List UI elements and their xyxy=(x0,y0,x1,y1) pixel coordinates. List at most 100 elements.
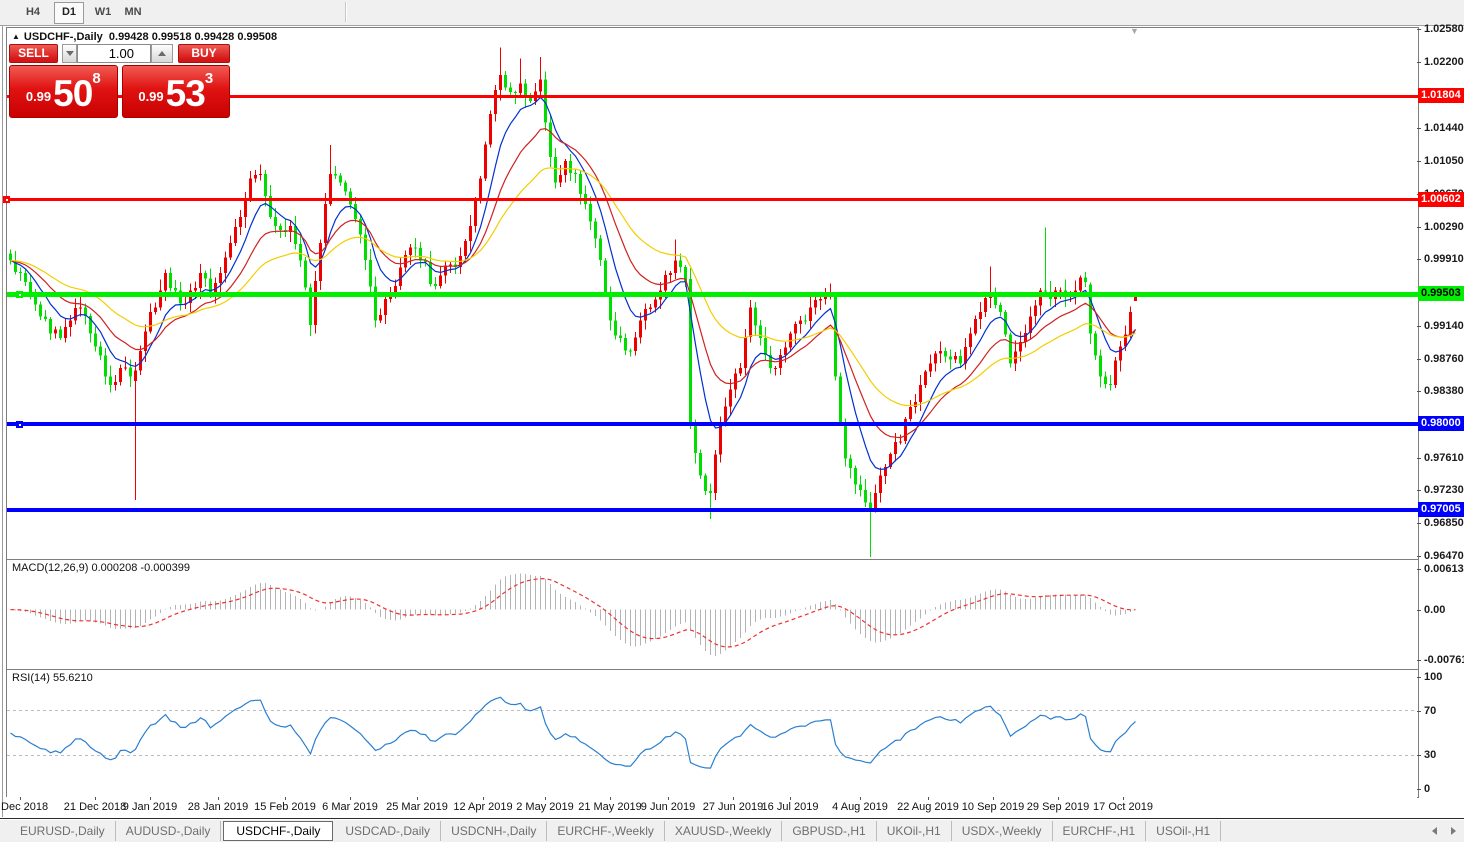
date-label: 9 Jan 2019 xyxy=(122,801,178,813)
price-tick-label: 1.02580 xyxy=(1424,23,1464,35)
price-level-badge: 1.00602 xyxy=(1418,192,1464,207)
date-tick xyxy=(150,797,151,800)
rsi-indicator-pane[interactable]: RSI(14) 55.6210 xyxy=(6,669,1419,798)
date-label: 16 Jul 2019 xyxy=(761,801,819,813)
level-drag-handle[interactable] xyxy=(16,421,23,428)
price-level-line-0.99503[interactable] xyxy=(7,292,1418,297)
date-label: 10 Sep 2019 xyxy=(961,801,1025,813)
date-tick xyxy=(668,797,669,800)
price-level-line-0.97005[interactable] xyxy=(7,508,1418,512)
chart-shift-marker-icon[interactable]: ▼ xyxy=(1130,26,1139,36)
macd-indicator-pane[interactable]: MACD(12,26,9) 0.000208 -0.000399 xyxy=(6,559,1419,670)
timeframe-h4-button[interactable]: H4 xyxy=(25,6,41,18)
chart-title: ▲ USDCHF-,Daily 0.99428 0.99518 0.99428 0… xyxy=(12,31,277,43)
date-label: 27 Jun 2019 xyxy=(702,801,764,813)
axis-tick xyxy=(1417,660,1421,661)
tab-eurchf-h1[interactable]: EURCHF-,H1 xyxy=(1053,820,1147,841)
lot-size-input[interactable]: 1.00 xyxy=(77,44,151,63)
rsi-label: RSI(14) 55.6210 xyxy=(12,672,93,684)
tab-usdcnh-daily[interactable]: USDCNH-,Daily xyxy=(441,820,548,841)
tab-xauusd-weekly[interactable]: XAUUSD-,Weekly xyxy=(665,820,783,841)
tab-scroll-right-icon[interactable] xyxy=(1451,827,1456,835)
date-tick xyxy=(95,797,96,800)
price-axis[interactable]: 1.025801.022001.014401.010501.006701.002… xyxy=(1417,0,1464,820)
date-label: 29 Sep 2019 xyxy=(1026,801,1090,813)
date-label: 21 Dec 2018 xyxy=(63,801,127,813)
price-level-line-1.01804[interactable] xyxy=(7,95,1418,98)
tab-scroll-left-icon[interactable] xyxy=(1432,827,1437,835)
date-label: 28 Jan 2019 xyxy=(187,801,249,813)
price-level-line-1.00602[interactable] xyxy=(7,198,1418,201)
date-tick xyxy=(545,797,546,800)
tab-audusd-daily[interactable]: AUDUSD-,Daily xyxy=(116,820,222,841)
date-tick xyxy=(790,797,791,800)
timeframe-w1-button[interactable]: W1 xyxy=(94,6,112,18)
date-label: 25 Mar 2019 xyxy=(386,801,448,813)
tab-usoil-h1[interactable]: USOil-,H1 xyxy=(1146,820,1222,841)
macd-tick-label: -0.007612 xyxy=(1424,654,1464,666)
axis-tick xyxy=(1417,523,1421,524)
price-tick-label: 1.02200 xyxy=(1424,56,1464,68)
date-label: 12 Apr 2019 xyxy=(453,801,513,813)
triangle-up-icon xyxy=(158,51,166,56)
sell-button[interactable]: SELL xyxy=(9,44,58,63)
tab-usdcad-daily[interactable]: USDCAD-,Daily xyxy=(335,820,442,841)
date-label: 15 Feb 2019 xyxy=(254,801,316,813)
date-tick xyxy=(860,797,861,800)
price-level-line-0.98000[interactable] xyxy=(7,422,1418,426)
tab-ukoil-h1[interactable]: UKOil-,H1 xyxy=(877,820,952,841)
tab-eurchf-weekly[interactable]: EURCHF-,Weekly xyxy=(547,820,665,841)
axis-tick xyxy=(1417,677,1421,678)
date-label: 4 Aug 2019 xyxy=(832,801,888,813)
sell-price-prefix: 0.99 xyxy=(25,89,52,104)
price-tick-label: 1.00290 xyxy=(1424,221,1464,233)
date-label: 2 May 2019 xyxy=(516,801,574,813)
date-label: 6 Mar 2019 xyxy=(322,801,378,813)
buy-button[interactable]: BUY xyxy=(178,44,230,63)
price-tick-label: 0.99140 xyxy=(1424,320,1464,332)
date-tick xyxy=(350,797,351,800)
sell-price-tile[interactable]: 0.99 50 8 xyxy=(9,65,118,118)
buy-price-main: 53 xyxy=(165,73,206,114)
level-drag-handle[interactable] xyxy=(16,291,23,298)
rsi-tick-label: 100 xyxy=(1424,671,1443,683)
one-click-trading-panel: SELL 1.00 BUY 0.99 50 8 0.99 53 3 xyxy=(9,44,230,118)
date-tick xyxy=(285,797,286,800)
axis-tick xyxy=(1417,789,1421,790)
date-tick xyxy=(993,797,994,800)
rsi-tick-label: 30 xyxy=(1424,749,1437,761)
axis-tick xyxy=(1417,755,1421,756)
tab-usdchf-daily[interactable]: USDCHF-,Daily xyxy=(223,820,334,841)
tab-usdx-weekly[interactable]: USDX-,Weekly xyxy=(952,820,1053,841)
chart-title-ohlc: 0.99428 0.99518 0.99428 0.99508 xyxy=(108,31,278,43)
date-tick xyxy=(733,797,734,800)
price-tick-label: 0.96850 xyxy=(1424,517,1464,529)
timeframe-mn-button[interactable]: MN xyxy=(124,6,142,18)
date-label: 17 Oct 2019 xyxy=(1093,801,1153,813)
price-chart-pane[interactable]: ▲ USDCHF-,Daily 0.99428 0.99518 0.99428 0… xyxy=(3,26,1419,560)
lot-decrease-button[interactable] xyxy=(62,44,77,63)
date-label: 22 Aug 2019 xyxy=(897,801,959,813)
axis-tick xyxy=(1417,259,1421,260)
price-level-badge: 1.01804 xyxy=(1418,88,1464,103)
rsi-tick-label: 70 xyxy=(1424,705,1437,717)
price-level-badge: 0.97005 xyxy=(1418,502,1464,517)
timeframe-toolbar: H4 D1 W1 MN xyxy=(0,0,1464,26)
price-tick-label: 0.96470 xyxy=(1424,550,1464,562)
date-label: 9 Jun 2019 xyxy=(640,801,696,813)
timeframe-d1-button[interactable]: D1 xyxy=(54,2,84,24)
date-tick xyxy=(928,797,929,800)
tab-eurusd-daily[interactable]: EURUSD-,Daily xyxy=(10,820,116,841)
level-drag-handle[interactable] xyxy=(3,196,10,203)
buy-price-prefix: 0.99 xyxy=(138,89,164,104)
macd-tick-label: 0.00 xyxy=(1424,604,1446,616)
date-tick xyxy=(417,797,418,800)
lot-increase-button[interactable] xyxy=(151,44,173,63)
axis-tick xyxy=(1417,227,1421,228)
axis-tick xyxy=(1417,711,1421,712)
tab-gbpusd-h1[interactable]: GBPUSD-,H1 xyxy=(782,820,877,841)
price-tick-label: 0.97230 xyxy=(1424,484,1464,496)
buy-price-tile[interactable]: 0.99 53 3 xyxy=(121,65,230,118)
